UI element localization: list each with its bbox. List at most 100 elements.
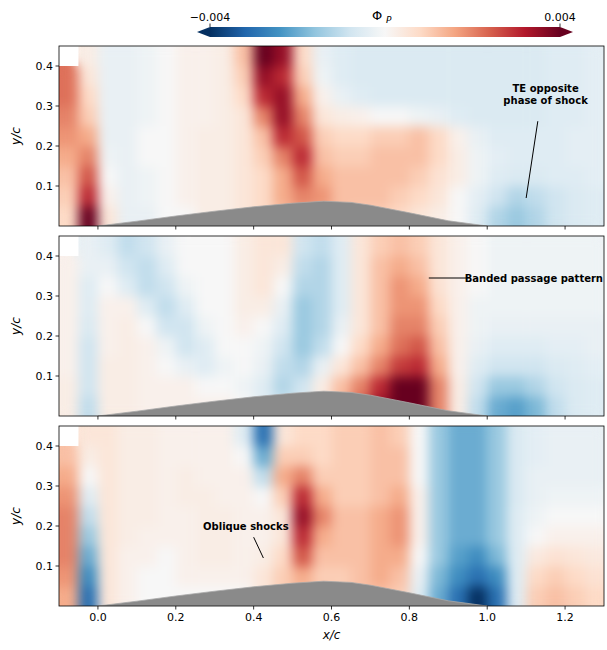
cell	[117, 566, 137, 587]
cell	[507, 546, 527, 567]
cell	[585, 376, 604, 397]
plot-frame	[59, 46, 604, 226]
y-tick-label: 0.1	[36, 180, 54, 193]
field	[59, 236, 604, 416]
colorbar: −0.0040.004ΦP	[190, 8, 576, 37]
cell	[234, 106, 254, 127]
cell	[507, 106, 527, 127]
x-tick	[97, 416, 98, 420]
cell	[370, 426, 390, 447]
cell	[293, 236, 313, 257]
cell	[409, 546, 429, 567]
cell	[370, 236, 390, 257]
cell	[448, 426, 468, 447]
cell	[429, 546, 449, 567]
cell	[254, 236, 274, 257]
cell	[448, 466, 468, 487]
x-tick-label: 0.6	[323, 611, 341, 624]
plot-area	[59, 46, 604, 226]
x-tick	[97, 226, 98, 230]
cell	[254, 466, 274, 487]
cell	[117, 186, 137, 207]
cell	[390, 336, 410, 357]
cell	[195, 546, 215, 567]
cell	[293, 166, 313, 187]
cell	[195, 566, 215, 587]
cell	[507, 586, 527, 606]
y-tick-label: 0.3	[36, 480, 54, 493]
cell	[390, 566, 410, 587]
x-tick	[409, 416, 410, 420]
cell	[351, 256, 371, 277]
cell	[468, 566, 488, 587]
cell	[448, 566, 468, 587]
cell	[234, 546, 254, 567]
cell	[312, 166, 332, 187]
cell	[176, 276, 196, 297]
colorbar-bar	[210, 27, 560, 37]
cell	[351, 46, 371, 67]
cell	[293, 336, 313, 357]
cell	[98, 566, 118, 587]
cell	[195, 376, 215, 397]
cell	[429, 236, 449, 257]
cell	[507, 166, 527, 187]
cell	[487, 426, 507, 447]
colorbar-extend-low	[197, 27, 210, 37]
cell	[117, 276, 137, 297]
cell	[98, 206, 118, 226]
cell	[195, 46, 215, 67]
cell	[59, 166, 79, 187]
cell	[546, 206, 566, 226]
cell	[215, 376, 235, 397]
cell	[234, 426, 254, 447]
cell	[254, 356, 274, 377]
cell	[429, 276, 449, 297]
cell	[156, 446, 176, 467]
cell	[585, 206, 604, 226]
cell	[59, 356, 79, 377]
cell	[137, 466, 157, 487]
cell	[487, 446, 507, 467]
cell	[59, 466, 79, 487]
cell	[117, 336, 137, 357]
empty-cell	[59, 46, 78, 66]
cell	[156, 426, 176, 447]
cell	[585, 66, 604, 87]
cell	[215, 486, 235, 507]
cell	[370, 296, 390, 317]
cell	[332, 526, 352, 547]
cell	[390, 296, 410, 317]
cell	[448, 66, 468, 87]
cell	[59, 396, 79, 416]
cell	[448, 546, 468, 567]
cell	[293, 446, 313, 467]
cell	[370, 46, 390, 67]
cell	[137, 446, 157, 467]
cell	[293, 526, 313, 547]
cell	[59, 546, 79, 567]
y-tick	[56, 566, 60, 567]
cell	[351, 236, 371, 257]
cell	[312, 506, 332, 527]
cell	[117, 126, 137, 147]
cell	[117, 466, 137, 487]
cell	[332, 66, 352, 87]
cell	[78, 546, 98, 567]
cell	[137, 186, 157, 207]
cell	[293, 256, 313, 277]
cell	[195, 426, 215, 447]
cell	[332, 426, 352, 447]
cell	[351, 166, 371, 187]
cell	[195, 446, 215, 467]
cell	[370, 466, 390, 487]
x-tick	[487, 606, 488, 610]
cell	[78, 296, 98, 317]
cell	[468, 526, 488, 547]
cell	[78, 566, 98, 587]
cell	[98, 446, 118, 467]
cell	[487, 396, 507, 416]
cell	[429, 376, 449, 397]
cell	[156, 526, 176, 547]
cell	[565, 396, 585, 416]
